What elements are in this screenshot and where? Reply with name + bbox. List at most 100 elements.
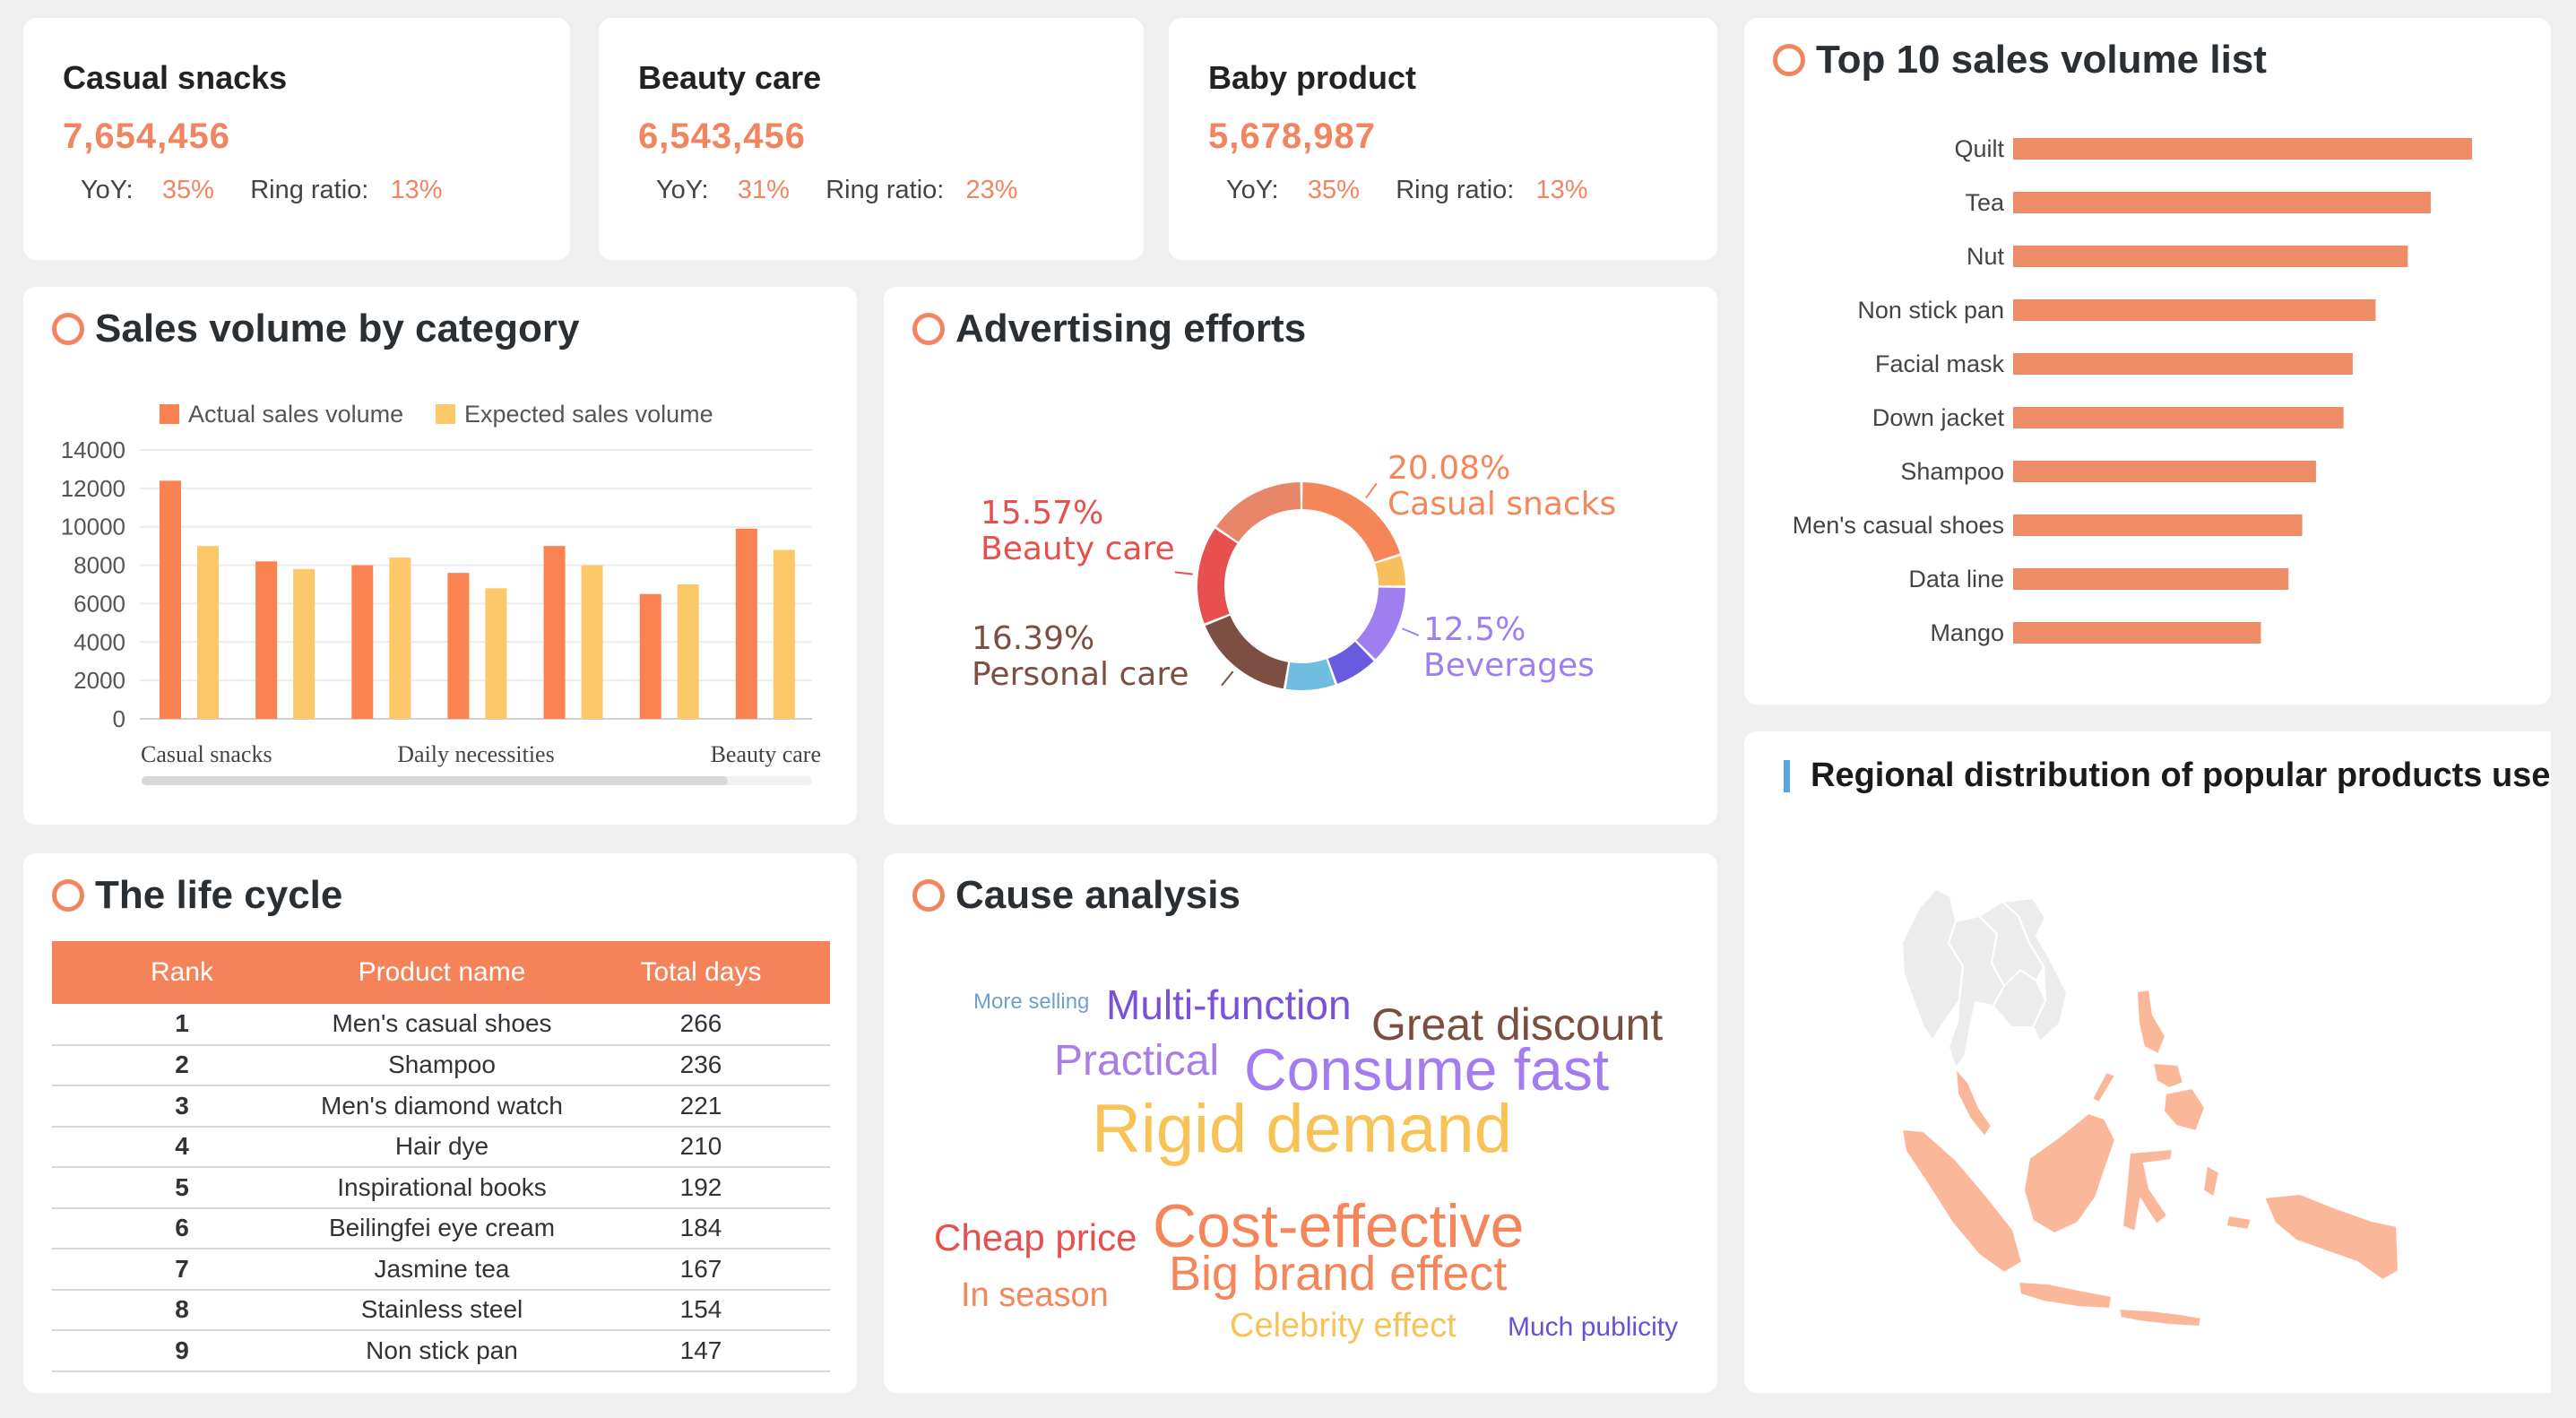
cell-days: 167 xyxy=(572,1249,830,1291)
cell-rank: 2 xyxy=(52,1044,312,1086)
bar-actual xyxy=(255,561,278,719)
map-region-cambodia xyxy=(1992,968,2047,1028)
kpi-stats: YoY: 35% Ring ratio: 13% xyxy=(81,176,443,205)
kpi-card-casual-snacks: Casual snacks 7,654,456 YoY: 35% Ring ra… xyxy=(23,18,570,260)
ring-ratio-value: 13% xyxy=(390,176,443,204)
chart-scrollbar-thumb[interactable] xyxy=(142,776,728,785)
top10-card: Top 10 sales volume list Quilt Tea Nut Non … xyxy=(1744,18,2551,705)
ring-ratio-label: Ring ratio: xyxy=(250,176,369,204)
donut-slice[interactable] xyxy=(1216,482,1301,542)
table-row: 8 Stainless steel 154 xyxy=(52,1289,830,1331)
bar-expected xyxy=(293,568,316,719)
table-row: 2 Shampoo 236 xyxy=(52,1044,830,1086)
donut-slice[interactable] xyxy=(1197,528,1238,624)
col-rank-header: Rank xyxy=(52,941,312,1004)
kpi-stats: YoY: 35% Ring ratio: 13% xyxy=(1226,176,1588,205)
hbar xyxy=(2013,461,2316,482)
circle-icon xyxy=(52,313,84,345)
cause-analysis-card: Cause analysis More selling Multi-functio… xyxy=(884,853,1717,1393)
cell-days: 236 xyxy=(572,1044,830,1086)
cell-rank: 7 xyxy=(52,1249,312,1291)
table-row: 4 Hair dye 210 xyxy=(52,1126,830,1168)
section-title-text: Cause analysis xyxy=(955,873,1240,917)
cell-days: 266 xyxy=(572,1004,830,1046)
cell-product: Non stick pan xyxy=(312,1330,572,1372)
ring-ratio-value: 23% xyxy=(965,176,1018,204)
table-row: 3 Men's diamond watch 221 xyxy=(52,1085,830,1128)
col-product-header: Product name xyxy=(312,941,572,1004)
cell-product: Beilingfei eye cream xyxy=(312,1207,572,1249)
cell-product: Stainless steel xyxy=(312,1289,572,1331)
bar-actual xyxy=(735,528,757,719)
donut-slice[interactable] xyxy=(1302,482,1401,562)
bar-actual xyxy=(639,593,661,719)
yoy-label: YoY: xyxy=(81,176,134,204)
category-label: Facial mask xyxy=(1875,350,2005,377)
y-tick-label: 8000 xyxy=(73,552,125,579)
word-cloud-term: Rigid demand xyxy=(1092,1091,1512,1167)
map-region-visayas xyxy=(2151,1061,2185,1090)
donut-slice[interactable] xyxy=(1327,641,1374,684)
cell-product: Men's casual shoes xyxy=(312,1004,572,1046)
life-cycle-table: Rank Product name Total days 1 Men's casu… xyxy=(52,941,830,1372)
bar-expected xyxy=(581,565,603,719)
word-cloud-term: Celebrity effect xyxy=(1230,1307,1457,1345)
legend-swatch xyxy=(160,404,179,424)
slice-name-label: Beauty care xyxy=(981,531,1175,567)
donut-slice[interactable] xyxy=(1356,587,1405,660)
sales-by-category-card: Sales volume by category Actual sales vo… xyxy=(23,287,857,825)
hbar xyxy=(2013,568,2289,590)
cell-days: 184 xyxy=(572,1207,830,1249)
cell-days: 210 xyxy=(572,1126,830,1168)
map-region-borneo xyxy=(2022,1111,2117,1235)
word-cloud-term: Much publicity xyxy=(1508,1312,1679,1342)
category-label: Tea xyxy=(1965,189,2005,216)
word-cloud-term: In season xyxy=(961,1276,1109,1314)
word-cloud-term: Multi-function xyxy=(1106,981,1352,1028)
donut-slice[interactable] xyxy=(1205,615,1289,689)
table-row: 7 Jasmine tea 167 xyxy=(52,1249,830,1291)
slice-percent-label: 12.5% xyxy=(1423,611,1526,648)
x-tick-label: Casual snacks xyxy=(141,741,272,767)
section-title: Sales volume by category xyxy=(52,307,579,351)
x-tick-label: Beauty care xyxy=(711,741,821,767)
cell-rank: 5 xyxy=(52,1167,312,1209)
ring-ratio-label: Ring ratio: xyxy=(1396,176,1515,204)
section-title-text: Sales volume by category xyxy=(95,307,580,350)
cell-product: Shampoo xyxy=(312,1044,572,1086)
legend-swatch xyxy=(436,404,455,424)
circle-icon xyxy=(1773,44,1805,76)
region-map xyxy=(1900,887,2400,1328)
table-row: 1 Men's casual shoes 266 xyxy=(52,1004,830,1046)
table-row: 6 Beilingfei eye cream 184 xyxy=(52,1207,830,1249)
donut-slice[interactable] xyxy=(1375,556,1405,586)
y-tick-label: 14000 xyxy=(61,437,125,463)
y-tick-label: 10000 xyxy=(61,514,125,540)
word-cloud-term: More selling xyxy=(973,990,1090,1014)
cell-rank: 4 xyxy=(52,1126,312,1168)
cell-days: 221 xyxy=(572,1085,830,1128)
bar-expected xyxy=(389,558,411,719)
slice-percent-label: 15.57% xyxy=(981,495,1103,532)
section-title: Advertising efforts xyxy=(912,307,1306,351)
y-tick-label: 2000 xyxy=(73,667,125,694)
cell-product: Inspirational books xyxy=(312,1167,572,1209)
word-cloud-term: Big brand effect xyxy=(1169,1247,1508,1301)
category-label: Non stick pan xyxy=(1857,297,2004,324)
ring-ratio-label: Ring ratio: xyxy=(826,176,945,204)
bar-expected xyxy=(773,549,795,719)
map-region-sulawesi xyxy=(2121,1147,2174,1233)
section-title-text: Advertising efforts xyxy=(955,307,1307,350)
donut-slice[interactable] xyxy=(1285,659,1336,690)
slice-leader-line xyxy=(1365,482,1378,499)
slice-leader-line xyxy=(1221,670,1234,687)
word-cloud-term: Cost-effective xyxy=(1153,1192,1525,1260)
slice-name-label: Beverages xyxy=(1423,647,1595,684)
kpi-name: Beauty care xyxy=(638,59,822,96)
table-row: 5 Inspirational books 192 xyxy=(52,1167,830,1209)
bar-actual xyxy=(351,565,374,719)
cell-rank: 8 xyxy=(52,1289,312,1331)
yoy-value: 31% xyxy=(737,176,790,204)
hbar xyxy=(2013,622,2261,644)
cell-product: Men's diamond watch xyxy=(312,1085,572,1128)
